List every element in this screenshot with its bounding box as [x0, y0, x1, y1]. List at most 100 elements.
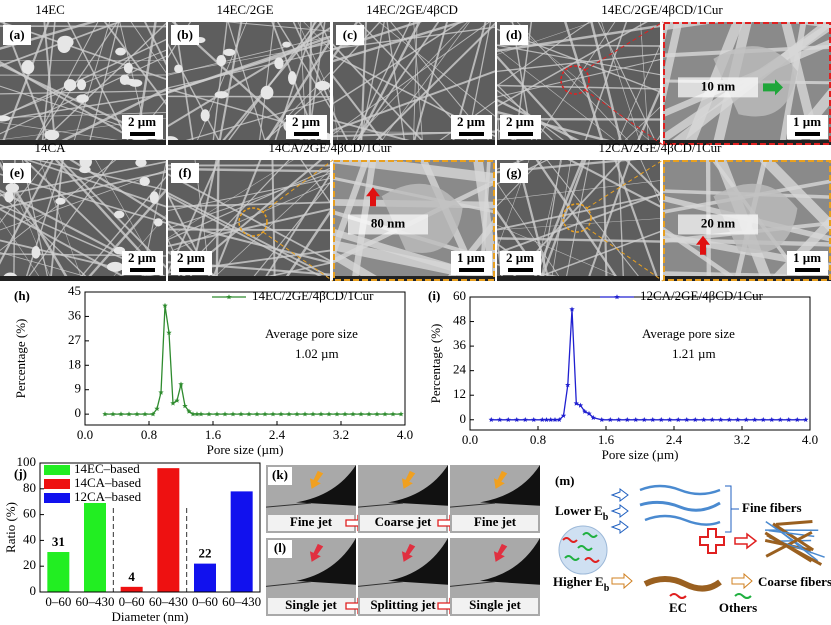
fiber	[262, 172, 330, 281]
fiber	[34, 160, 166, 191]
fiber	[333, 160, 495, 184]
fiber	[497, 182, 563, 281]
fiber	[767, 215, 831, 281]
molecule	[564, 555, 580, 561]
bead	[113, 210, 125, 219]
fiber	[590, 22, 623, 145]
fiber	[0, 111, 166, 119]
data-point	[769, 417, 775, 422]
jet-label-bg	[360, 598, 446, 614]
fiber	[51, 87, 166, 145]
fiber	[109, 215, 166, 281]
bead	[282, 41, 291, 48]
energy-text: Lower E	[555, 503, 603, 518]
data-point	[382, 411, 388, 417]
jet-pointer	[309, 470, 324, 489]
data-point	[624, 417, 630, 422]
data-point	[726, 417, 732, 422]
fiber	[59, 160, 166, 269]
mesh-fiber	[766, 533, 823, 566]
data-point	[497, 417, 503, 422]
fine-fiber	[639, 484, 721, 496]
coarse-label: Coarse fibers	[758, 574, 831, 589]
fiber	[663, 237, 831, 247]
molecule	[577, 545, 593, 551]
panel-title: 14EC	[35, 2, 65, 17]
data-point	[222, 411, 228, 417]
fiber	[23, 160, 152, 281]
fiber	[663, 179, 831, 214]
panel-letter-bg	[336, 25, 364, 45]
data-point	[246, 411, 252, 417]
y-axis-label: Percentage (%)	[13, 319, 28, 399]
fiber	[663, 226, 742, 281]
fiber	[134, 22, 157, 145]
jet-pointer	[401, 543, 416, 562]
fiber	[473, 160, 495, 281]
fiber	[413, 22, 424, 145]
y-tick-label: 40	[23, 531, 36, 546]
zoom-connector	[584, 21, 664, 71]
data-point	[302, 411, 308, 417]
y-axis-label: Percentage (%)	[428, 324, 443, 404]
y-tick-label: 18	[68, 356, 81, 371]
fiber	[168, 192, 213, 281]
flow-arrow	[611, 572, 633, 590]
fiber	[174, 22, 195, 145]
jet-pointer	[493, 470, 508, 489]
fiber	[168, 167, 330, 173]
data-point	[286, 411, 292, 417]
data-point	[294, 411, 300, 417]
fiber	[351, 160, 377, 281]
fiber	[171, 22, 310, 145]
jet-nozzle	[480, 465, 540, 506]
fiber	[276, 22, 330, 109]
data-point	[599, 417, 605, 422]
y-tick-label: 36	[453, 337, 467, 352]
bead	[57, 35, 74, 49]
panel-title: 14EC/2GE/4βCD/1Cur	[601, 2, 723, 17]
fiber	[54, 160, 166, 281]
y-tick-label: 80	[23, 480, 36, 495]
panel-letter: (f)	[179, 165, 192, 180]
fiber	[602, 160, 608, 281]
fiber	[333, 250, 386, 281]
info-strip	[663, 276, 831, 281]
data-point	[270, 411, 276, 417]
panel-letter-bg	[500, 25, 528, 45]
fine-label: Fine fibers	[742, 500, 802, 515]
fiber	[13, 160, 16, 281]
fiber	[386, 22, 406, 145]
annotation-bg	[678, 77, 758, 98]
legend-marker	[226, 294, 232, 300]
fiber	[601, 22, 642, 145]
fiber	[0, 90, 166, 95]
data-point	[569, 306, 575, 312]
sem-image	[0, 22, 166, 145]
fiber	[49, 160, 64, 281]
panel-title: 14CA/2GE/4βCD/1Cur	[269, 140, 393, 155]
bead	[149, 191, 159, 204]
data-point	[803, 417, 809, 422]
data-point	[752, 417, 758, 422]
y-tick-label: 0	[75, 405, 82, 420]
bar	[84, 502, 106, 592]
data-point	[134, 411, 140, 417]
scale-bar-label: 2 µm	[506, 114, 534, 129]
jet-pointer	[309, 543, 324, 562]
data-line	[105, 305, 401, 415]
fiber	[663, 22, 683, 111]
fiber	[508, 160, 623, 281]
y-tick-label: 60	[23, 506, 36, 521]
scale-bar	[459, 268, 484, 272]
data-point	[586, 410, 592, 416]
flow-arrow	[610, 504, 629, 518]
x-tick-label: 60–430	[149, 594, 188, 609]
data-point	[310, 411, 316, 417]
fiber	[516, 22, 633, 145]
scale-bar	[795, 268, 820, 272]
molecule	[562, 537, 578, 543]
info-strip	[0, 140, 166, 145]
scale-bar-label: 2 µm	[292, 114, 320, 129]
